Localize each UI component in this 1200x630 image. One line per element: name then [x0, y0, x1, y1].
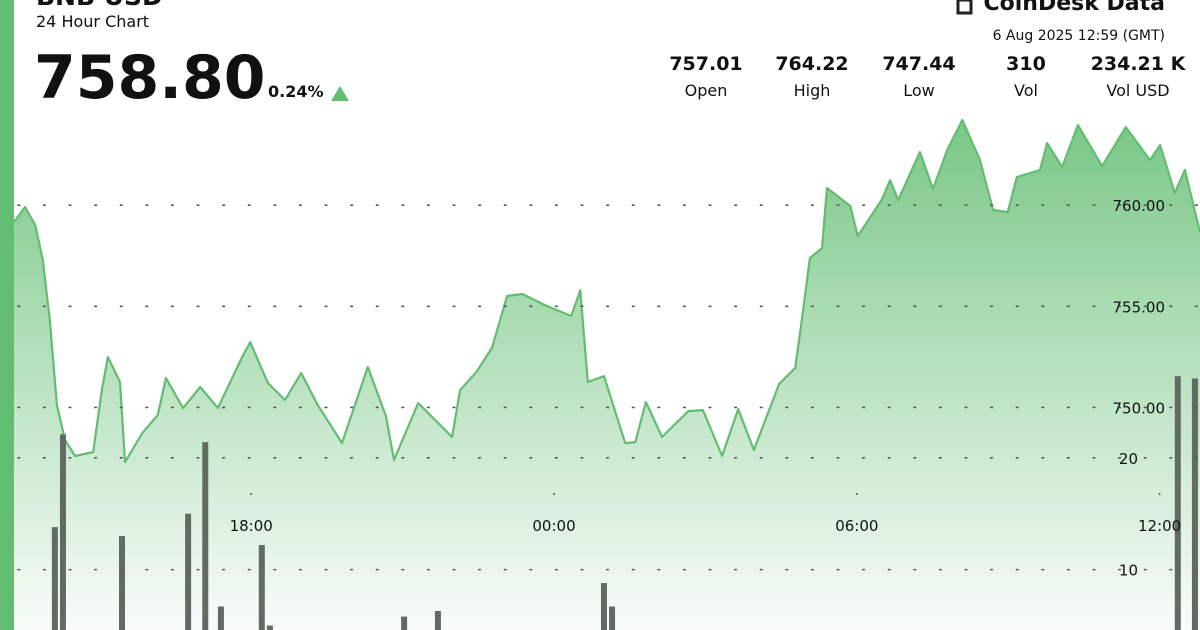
stat-value: 234.21 K	[1091, 53, 1187, 75]
volume-bar	[185, 513, 192, 630]
volume-bar	[202, 442, 209, 630]
y-tick-label: 760.00	[1113, 197, 1166, 215]
stat-label: Vol	[1014, 81, 1038, 100]
x-tick-label: 00:00	[532, 517, 575, 535]
price: 758.80	[34, 43, 266, 113]
volume-bar	[258, 545, 265, 630]
volume-bar	[401, 616, 408, 630]
stat-label: Low	[903, 81, 935, 100]
volume-bar	[51, 527, 58, 630]
brand: CoinDesk Data	[984, 0, 1166, 16]
timestamp: 6 Aug 2025 12:59 (GMT)	[993, 28, 1165, 44]
accent-bar	[0, 0, 14, 630]
y-tick-label: 750.00	[1113, 399, 1166, 417]
volume-bar	[119, 536, 126, 630]
change: 0.24%	[268, 82, 324, 101]
plot-area: 760.00 755.00 750.00 18:00 00:00 06:00 12:00 20…	[13, 118, 1200, 630]
stat-value: 764.22	[775, 53, 848, 75]
volume-bar	[1174, 376, 1181, 630]
stat-label: Open	[685, 81, 728, 100]
price-area	[14, 120, 1200, 630]
volume-bar	[217, 606, 224, 630]
price-line	[13, 118, 1200, 464]
x-tick-label: 18:00	[230, 517, 273, 535]
stat-label: High	[794, 81, 831, 100]
volume-bar	[1191, 378, 1198, 630]
volume-bar	[59, 434, 66, 630]
y-tick-label: 10	[1119, 562, 1138, 580]
x-tick-label: 06:00	[835, 517, 878, 535]
x-tick-mark	[250, 493, 253, 495]
subtitle: 24 Hour Chart	[36, 12, 149, 31]
stat-value: 310	[1006, 53, 1046, 75]
x-tick-mark	[1158, 493, 1161, 495]
brand-logo	[956, 0, 973, 15]
volume-bar	[434, 610, 441, 630]
y-tick-label: 20	[1119, 450, 1138, 468]
x-tick-mark	[855, 493, 858, 495]
up-arrow	[331, 86, 349, 101]
stat-label: Vol USD	[1106, 81, 1169, 100]
volume-bar	[266, 625, 273, 630]
title: BNB USD	[36, 0, 163, 11]
x-tick-label: 12:00	[1138, 517, 1181, 535]
stat-value: 747.44	[882, 53, 955, 75]
volume-bar	[600, 583, 607, 630]
volume-bar	[609, 606, 616, 630]
y-tick-label: 755.00	[1113, 298, 1166, 316]
x-tick-mark	[553, 493, 556, 495]
stats: 757.01 Open 764.22 High 747.44 Low 310 Vol 234.2…	[669, 53, 1186, 100]
stat-value: 757.01	[669, 53, 742, 75]
